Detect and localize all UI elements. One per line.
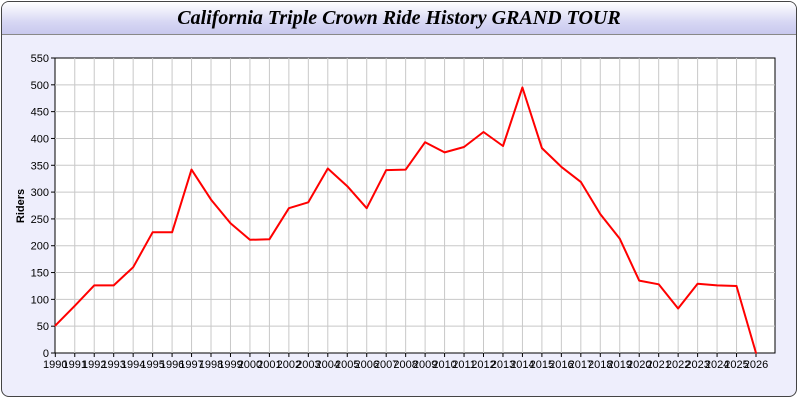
x-tick-label: 2017 — [569, 359, 593, 371]
y-axis-label: Riders — [15, 189, 27, 223]
x-tick-label: 1990 — [43, 359, 67, 371]
data-point — [677, 307, 679, 310]
y-tick-label: 50 — [37, 321, 49, 333]
data-point — [288, 207, 290, 209]
data-point — [755, 352, 757, 354]
y-tick-label: 400 — [31, 133, 49, 145]
data-point — [482, 131, 485, 133]
y-tick-label: 300 — [31, 187, 49, 199]
x-tick-label: 2012 — [471, 359, 495, 371]
data-point — [326, 167, 329, 170]
x-tick-label: 2002 — [277, 359, 301, 371]
x-tick-label: 2006 — [354, 359, 378, 371]
x-tick-label: 2018 — [588, 359, 612, 371]
x-tick-label: 2004 — [316, 359, 340, 371]
data-point — [404, 168, 407, 171]
x-tick-label: 2013 — [491, 359, 515, 371]
data-point — [93, 284, 96, 287]
data-point — [229, 222, 232, 224]
x-tick-label: 2015 — [530, 359, 554, 371]
x-tick-label: 2005 — [335, 359, 359, 371]
y-tick-label: 100 — [31, 294, 49, 306]
data-point — [638, 279, 641, 282]
data-point — [346, 185, 349, 187]
x-tick-label: 2024 — [705, 359, 729, 371]
data-point — [365, 207, 368, 209]
data-point — [599, 213, 602, 215]
y-tick-label: 250 — [31, 214, 49, 226]
y-tick-label: 200 — [31, 241, 49, 253]
x-tick-label: 2008 — [393, 359, 417, 371]
data-point — [560, 166, 563, 168]
data-point — [210, 198, 212, 201]
x-tick-label: 2026 — [744, 359, 768, 371]
y-tick-label: 350 — [31, 160, 49, 172]
data-point — [618, 237, 621, 240]
y-tick-label: 500 — [31, 80, 49, 92]
data-point — [502, 145, 504, 147]
data-point — [268, 238, 271, 241]
x-tick-label: 2007 — [374, 359, 398, 371]
data-point — [463, 146, 465, 148]
x-tick-label: 1991 — [63, 359, 87, 371]
x-tick-label: 2021 — [646, 359, 670, 371]
y-tick-label: 450 — [31, 107, 49, 119]
data-point — [249, 239, 251, 241]
x-tick-label: 1996 — [160, 359, 184, 371]
x-tick-label: 1993 — [101, 359, 125, 371]
x-tick-label: 2025 — [724, 359, 748, 371]
x-tick-label: 2023 — [685, 359, 709, 371]
data-point — [696, 283, 699, 285]
data-point — [657, 283, 660, 286]
data-point — [151, 231, 154, 234]
data-point — [190, 168, 193, 171]
title-bar: California Triple Crown Ride History GRA… — [2, 2, 796, 35]
x-tick-label: 1994 — [121, 359, 145, 371]
chart-title: California Triple Crown Ride History GRA… — [177, 7, 621, 29]
data-point — [521, 86, 524, 89]
y-tick-label: 0 — [43, 348, 49, 360]
x-tick-label: 2011 — [452, 359, 476, 371]
plot-area — [54, 57, 776, 354]
data-point — [735, 285, 738, 287]
x-tick-label: 2014 — [510, 359, 534, 371]
x-tick-label: 1998 — [199, 359, 223, 371]
x-tick-label: 1992 — [82, 359, 106, 371]
data-point — [132, 266, 134, 268]
data-point — [580, 181, 582, 183]
x-tick-label: 2022 — [666, 359, 690, 371]
y-tick-label: 150 — [31, 268, 49, 280]
x-tick-label: 2000 — [238, 359, 262, 371]
data-point — [307, 201, 310, 204]
data-points — [54, 86, 757, 354]
data-point — [171, 231, 173, 234]
y-tick-label: 550 — [31, 53, 49, 65]
x-tick-label: 2016 — [549, 359, 573, 371]
data-point — [541, 147, 543, 149]
data-point — [443, 151, 446, 154]
x-tick-label: 1995 — [140, 359, 164, 371]
x-tick-label: 2019 — [608, 359, 632, 371]
x-tick-label: 2003 — [296, 359, 320, 371]
data-point — [424, 141, 426, 144]
data-point — [73, 305, 76, 307]
x-tick-label: 2020 — [627, 359, 651, 371]
data-point — [54, 324, 57, 327]
data-point — [716, 284, 718, 287]
x-tick-label: 2009 — [413, 359, 437, 371]
x-tick-label: 2010 — [432, 359, 456, 371]
x-tick-label: 1999 — [218, 359, 242, 371]
data-point — [112, 284, 115, 287]
data-point — [385, 169, 387, 171]
x-tick-label: 2001 — [257, 359, 281, 371]
x-tick-label: 1997 — [179, 359, 203, 371]
